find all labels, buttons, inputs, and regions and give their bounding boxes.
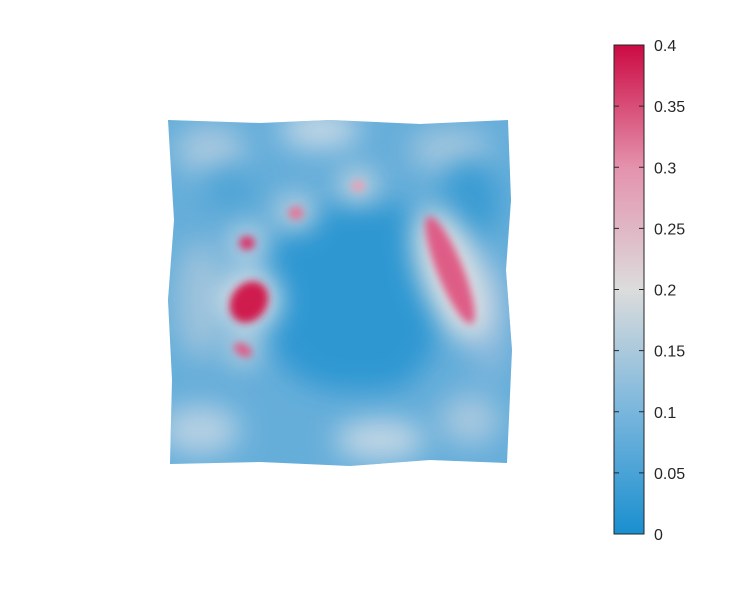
hotspot-lower-sliver — [233, 342, 253, 358]
light-patch — [168, 405, 240, 455]
ridge-right — [425, 216, 475, 324]
colorbar-tick-label: 0.05 — [654, 466, 685, 483]
light-patch — [175, 240, 225, 360]
field-light-patches — [168, 120, 508, 460]
colorbar-ticks: 0 0.05 0.1 0.15 0.2 0.25 0.3 0.35 0.4 — [614, 38, 685, 544]
colorbar-tick-label: 0.25 — [654, 221, 685, 238]
colorbar-tick-label: 0.2 — [654, 283, 676, 300]
hotspot-cores — [229, 180, 475, 358]
colorbar-tick-label: 0.3 — [654, 160, 676, 177]
heatmap-field — [168, 120, 512, 466]
light-patch — [440, 395, 500, 445]
colorbar: 0 0.05 0.1 0.15 0.2 0.25 0.3 0.35 0.4 — [613, 38, 685, 544]
hotspot-upper-left — [239, 236, 255, 250]
hotspot-top — [351, 180, 365, 192]
colorbar-tick-label: 0.15 — [654, 344, 685, 361]
dark-patch — [440, 160, 500, 240]
dark-patch — [202, 168, 258, 212]
colorbar-tick-label: 0 — [654, 527, 663, 544]
light-patch — [335, 420, 425, 460]
hotspot-upper — [288, 206, 304, 220]
light-patch — [175, 125, 245, 175]
colorbar-tick-label: 0.35 — [654, 99, 685, 116]
field-central-region — [202, 160, 500, 392]
colorbar-tick-label: 0.4 — [654, 38, 676, 55]
colorbar-tick-label: 0.1 — [654, 405, 676, 422]
hotspot-large-left — [229, 281, 269, 323]
light-patch — [280, 120, 360, 148]
central-dark-region — [263, 200, 447, 392]
